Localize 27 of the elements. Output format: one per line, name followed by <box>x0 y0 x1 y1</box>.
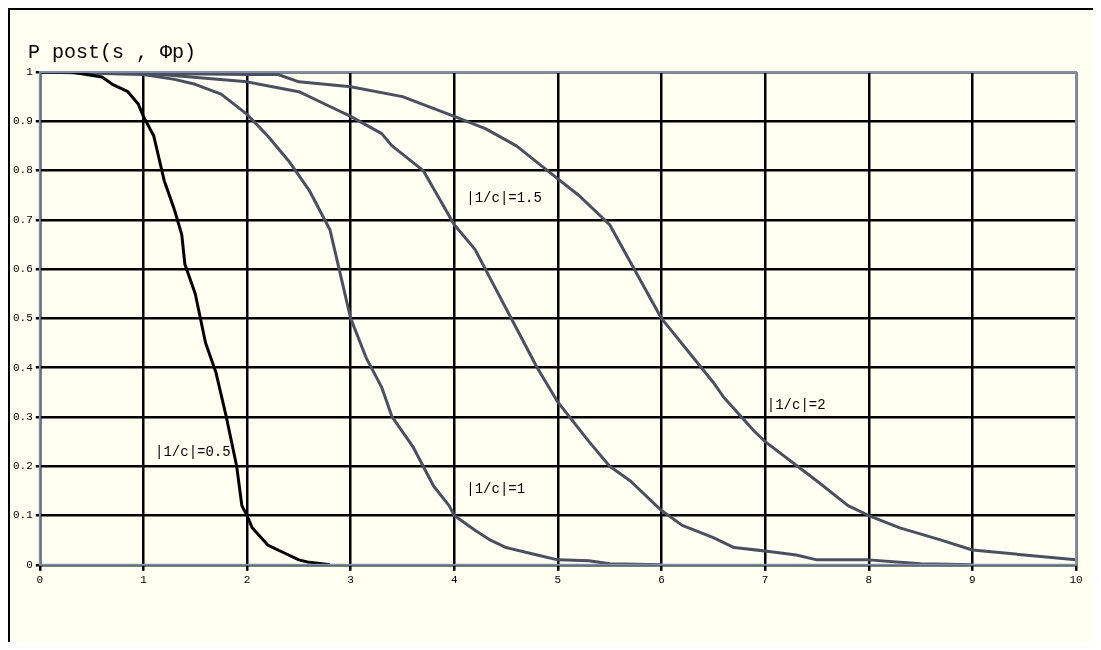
y-tick-label: 0 <box>26 558 33 571</box>
x-tick-label: 2 <box>243 574 251 587</box>
y-tick-label: 0.8 <box>12 164 33 177</box>
y-tick-label: 0.9 <box>12 115 33 128</box>
x-tick-label: 1 <box>140 574 148 587</box>
x-tick-label: 10 <box>1069 574 1083 587</box>
x-tick-label: 6 <box>658 574 665 587</box>
x-tick-label: 8 <box>865 574 873 587</box>
y-tick-label: 0.7 <box>12 213 33 226</box>
x-tick-label: 4 <box>450 574 458 587</box>
annotation: |1/c|=1.5 <box>466 190 542 207</box>
annotation: |1/c|=1 <box>466 481 526 498</box>
annotation: |1/c|=0.5 <box>155 443 231 460</box>
y-axis-title: P post(s , Φp) <box>28 41 197 64</box>
y-tick-label: 0.4 <box>12 361 34 374</box>
y-tick-label: 0.6 <box>12 263 33 276</box>
y-tick-label: 0.5 <box>12 312 33 325</box>
x-tick-label: 7 <box>761 574 769 587</box>
y-tick-label: 0.2 <box>12 460 33 473</box>
y-tick-label: 0.3 <box>12 410 33 423</box>
x-tick-label: 9 <box>969 574 976 587</box>
x-tick-label: 5 <box>554 574 562 587</box>
y-tick-label: 1 <box>26 65 34 78</box>
annotation: |1/c|=2 <box>766 397 826 414</box>
y-tick-label: 0.1 <box>12 509 34 522</box>
x-tick-label: 3 <box>347 574 354 587</box>
x-tick-label: 0 <box>36 574 44 587</box>
